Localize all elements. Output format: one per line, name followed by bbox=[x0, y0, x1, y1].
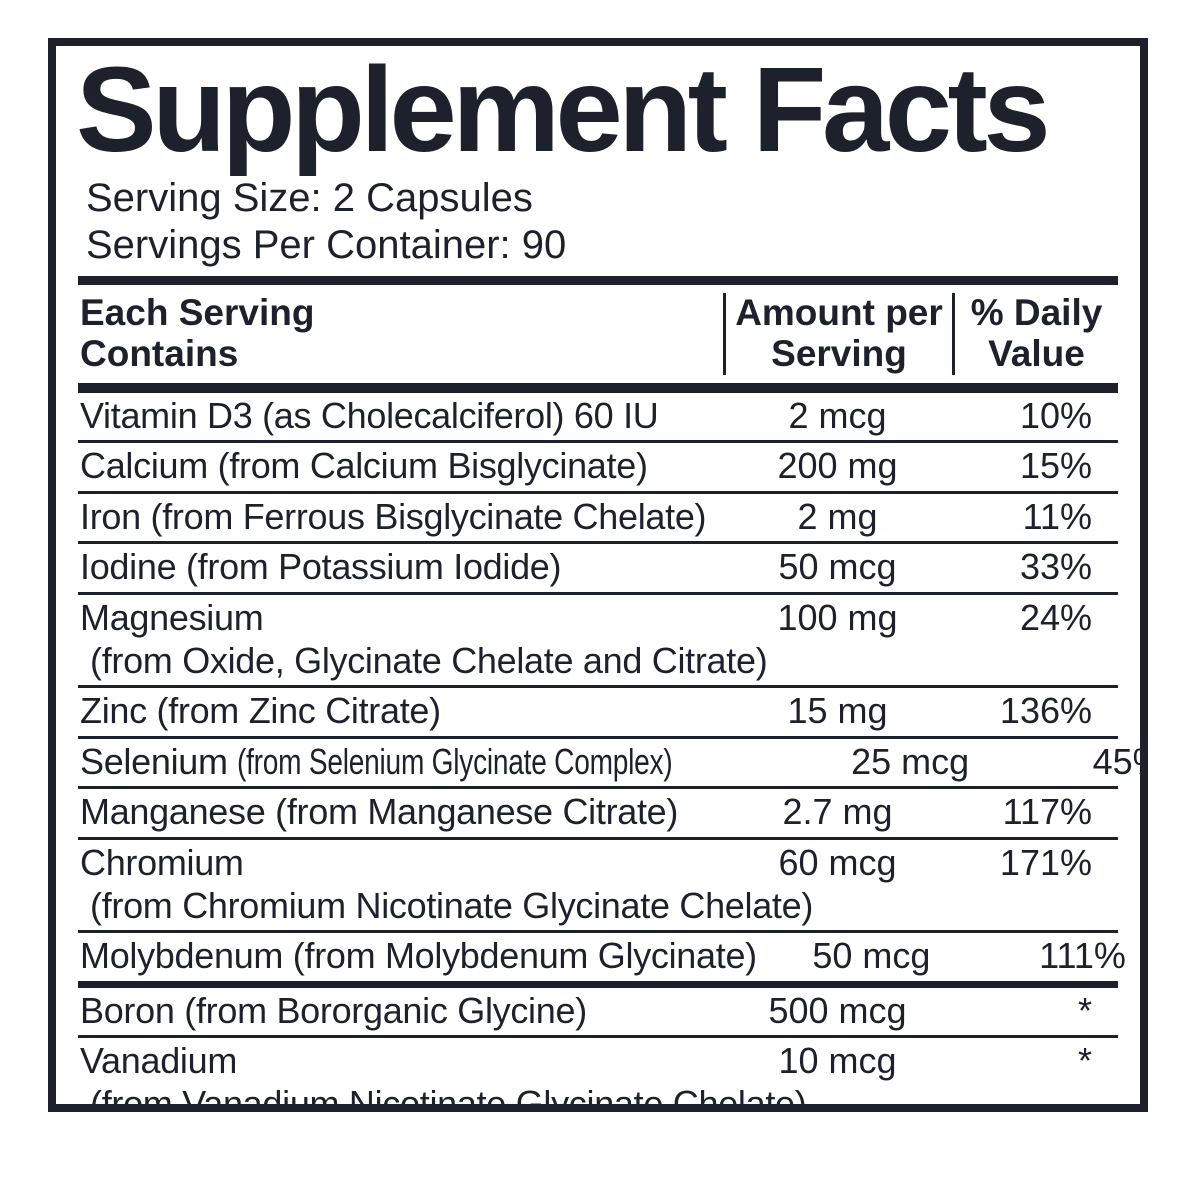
ingredient-daily-value: 10% bbox=[1019, 394, 1092, 436]
ingredient-source-note: (from Oxide, Glycinate Chelate and Citra… bbox=[90, 639, 768, 681]
table-row: Iodine (from Potassium Iodide) 50 mcg 33… bbox=[78, 544, 1118, 595]
table-row: Chromium 60 mcg 171% (from Chromium Nico… bbox=[78, 840, 1118, 934]
page-title: Supplement Facts bbox=[76, 41, 1051, 177]
ingredient-name: Manganese (from Manganese Citrate) bbox=[80, 791, 679, 833]
ingredient-daily-value: 24% bbox=[1019, 596, 1092, 638]
column-header-each-serving: Each Serving Contains bbox=[78, 292, 723, 374]
header-line: Amount per bbox=[735, 292, 943, 334]
table-row: Manganese (from Manganese Citrate) 2.7 m… bbox=[78, 789, 1118, 840]
ingredient-source-note: (from Vanadium Nicotinate Glycinate Chel… bbox=[90, 1082, 807, 1112]
ingredient-daily-value: 136% bbox=[999, 690, 1092, 732]
ingredient-daily-value: * bbox=[1077, 989, 1092, 1031]
table-row: Vitamin D3 (as Cholecalciferol) 60 IU 2 … bbox=[78, 393, 1118, 444]
ingredient-daily-value: 111% bbox=[1039, 935, 1126, 977]
ingredient-name: Selenium (from Selenium Glycinate Comple… bbox=[78, 740, 796, 782]
ingredient-name: Iron (from Ferrous Bisglycinate Chelate) bbox=[80, 495, 707, 537]
ingredient-name: Chromium bbox=[80, 841, 244, 883]
ingredient-amount: 2 mg bbox=[797, 495, 878, 537]
header-line: Each Serving bbox=[80, 292, 315, 334]
ingredient-name: Iodine (from Potassium Iodide) bbox=[80, 546, 562, 588]
ingredient-daily-value: 117% bbox=[1002, 791, 1092, 833]
column-header-amount: Amount per Serving bbox=[723, 292, 952, 375]
table-row: Boron (from Bororganic Glycine) 500 mcg … bbox=[78, 988, 1118, 1039]
ingredient-amount: 100 mg bbox=[777, 596, 898, 638]
ingredient-name: Magnesium bbox=[80, 596, 264, 638]
ingredient-daily-value: 45% bbox=[1092, 740, 1140, 782]
ingredient-amount: 500 mcg bbox=[768, 989, 907, 1031]
ingredient-source-note: (from Chromium Nicotinate Glycinate Chel… bbox=[90, 884, 814, 926]
table-row: Magnesium 100 mg 24% (from Oxide, Glycin… bbox=[78, 595, 1118, 689]
header-rule bbox=[78, 382, 1118, 393]
header-line: Serving bbox=[771, 332, 907, 374]
top-rule bbox=[78, 276, 1118, 286]
ingredient-amount: 2 mcg bbox=[788, 394, 887, 436]
table-row: Calcium (from Calcium Bisglycinate) 200 … bbox=[78, 443, 1118, 494]
table-row: Molybdenum (from Molybdenum Glycinate) 5… bbox=[78, 933, 1126, 988]
ingredient-name: Molybdenum (from Molybdenum Glycinate) bbox=[80, 935, 757, 977]
ingredient-daily-value: 11% bbox=[1022, 495, 1092, 537]
ingredient-name-main: Selenium bbox=[80, 740, 228, 782]
ingredient-amount: 50 mcg bbox=[812, 935, 931, 977]
table-row: Vanadium 10 mcg * (from Vanadium Nicotin… bbox=[78, 1038, 1118, 1112]
ingredient-amount: 200 mg bbox=[777, 445, 898, 487]
header-line: Contains bbox=[80, 332, 239, 374]
serving-info: Serving Size: 2 Capsules Servings Per Co… bbox=[86, 175, 1118, 268]
ingredient-amount: 2.7 mg bbox=[782, 791, 893, 833]
ingredient-source-note: (from Selenium Glycinate Complex) bbox=[237, 740, 673, 782]
header-line: Value bbox=[988, 332, 1085, 374]
table-row: Selenium (from Selenium Glycinate Comple… bbox=[78, 739, 1140, 790]
ingredient-amount: 25 mcg bbox=[851, 740, 970, 782]
ingredient-name: Calcium (from Calcium Bisglycinate) bbox=[80, 445, 648, 487]
ingredient-name: Vitamin D3 (as Cholecalciferol) 60 IU bbox=[80, 394, 659, 436]
supplement-facts-panel: Supplement Facts Serving Size: 2 Capsule… bbox=[48, 38, 1148, 1112]
table-header: Each Serving Contains Amount per Serving… bbox=[78, 285, 1118, 382]
table-row: Zinc (from Zinc Citrate) 15 mg 136% bbox=[78, 688, 1118, 739]
ingredient-name: Boron (from Bororganic Glycine) bbox=[80, 989, 587, 1031]
ingredient-amount: 15 mg bbox=[787, 690, 888, 732]
header-line: % Daily bbox=[970, 292, 1103, 334]
ingredient-daily-value: * bbox=[1077, 1040, 1092, 1082]
column-header-daily-value: % Daily Value bbox=[952, 292, 1118, 375]
ingredient-name: Zinc (from Zinc Citrate) bbox=[80, 690, 441, 732]
table-row: Iron (from Ferrous Bisglycinate Chelate)… bbox=[78, 494, 1118, 545]
ingredient-daily-value: 15% bbox=[1019, 445, 1092, 487]
ingredient-amount: 60 mcg bbox=[778, 841, 897, 883]
servings-per-container: Servings Per Container: 90 bbox=[86, 222, 567, 267]
ingredient-name: Vanadium bbox=[80, 1040, 238, 1082]
ingredient-daily-value: 33% bbox=[1019, 546, 1092, 588]
ingredient-amount: 50 mcg bbox=[778, 546, 897, 588]
ingredient-amount: 10 mcg bbox=[778, 1040, 897, 1082]
serving-size: Serving Size: 2 Capsules bbox=[86, 176, 533, 221]
ingredient-daily-value: 171% bbox=[999, 841, 1092, 883]
